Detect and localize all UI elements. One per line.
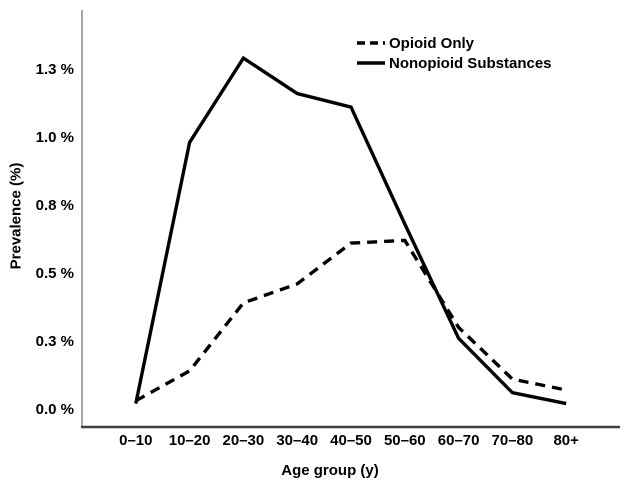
x-tick-label: 50–60: [384, 432, 426, 449]
x-tick-label: 10–20: [169, 432, 211, 449]
y-axis-title: Prevalence (%): [7, 162, 25, 270]
x-tick-label: 70–80: [492, 432, 534, 449]
x-axis-title: Age group (y): [281, 462, 379, 479]
y-tick-label: 1.0 %: [36, 129, 74, 146]
y-tick-label: 0.5 %: [36, 265, 74, 282]
legend-item-nonopioid-substances: Nonopioid Substances: [356, 53, 552, 73]
legend-item-opioid-only: Opioid Only: [356, 33, 552, 53]
legend-label: Nonopioid Substances: [389, 54, 552, 72]
legend-label: Opioid Only: [389, 34, 474, 52]
y-tick-label: 0.0 %: [36, 401, 74, 418]
series-line-nonopioid-substances: [134, 55, 567, 406]
y-tick-label: 0.3 %: [36, 333, 74, 350]
x-tick-label: 30–40: [276, 432, 318, 449]
y-tick-label: 1.3 %: [36, 61, 74, 78]
legend: Opioid Only Nonopioid Substances: [356, 33, 552, 73]
series-line-opioid-only: [134, 238, 567, 403]
x-tick-label: 0–10: [119, 432, 152, 449]
x-tick-label: 80+: [553, 432, 579, 449]
x-tick-label: 40–50: [330, 432, 372, 449]
x-tick-label: 60–70: [438, 432, 480, 449]
legend-line-sample-solid: [357, 61, 385, 65]
y-tick-label: 0.8 %: [36, 197, 74, 214]
x-tick-label: 20–30: [223, 432, 265, 449]
legend-line-sample-dashed: [357, 41, 385, 45]
